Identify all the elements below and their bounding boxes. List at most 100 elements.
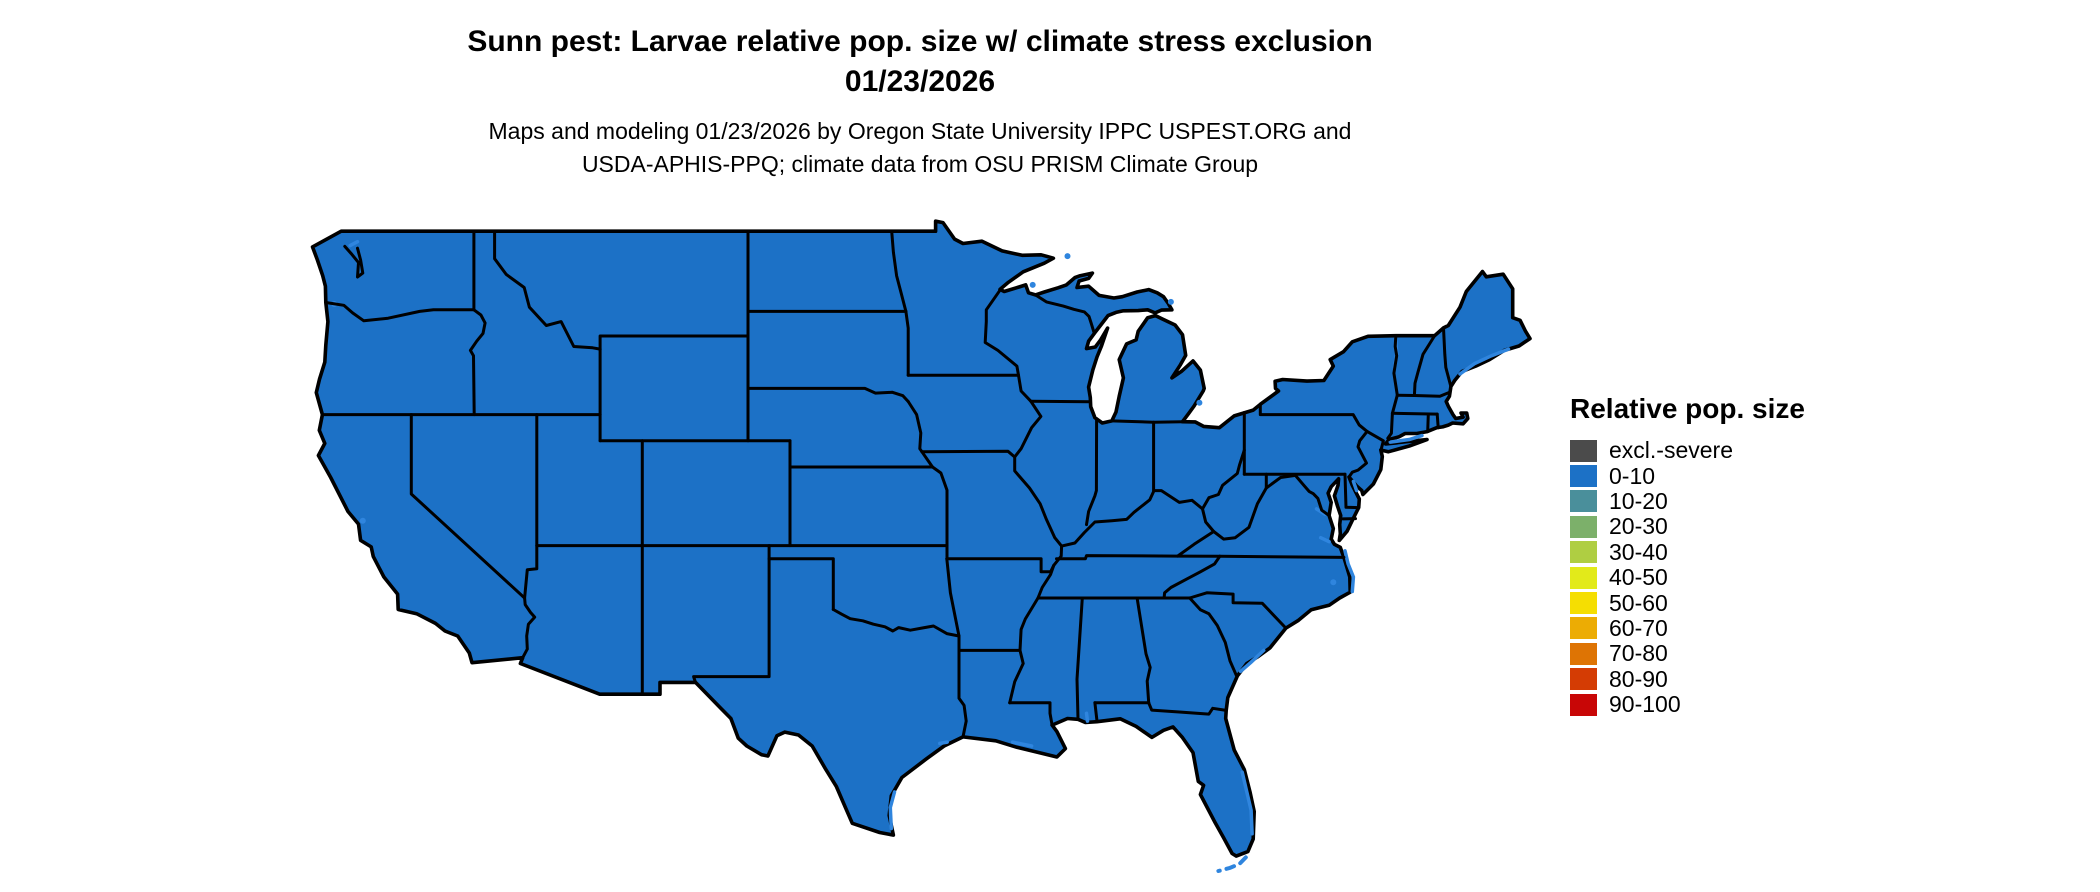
- legend-item: 80-90: [1570, 665, 1805, 692]
- state-border: [343, 244, 365, 279]
- legend-item-label: 80-90: [1609, 665, 1668, 692]
- legend-item-label: 30-40: [1609, 538, 1668, 565]
- state-border: [1442, 326, 1453, 389]
- legend-item-label: 20-30: [1609, 513, 1668, 540]
- legend-title: Relative pop. size: [1570, 393, 1805, 424]
- state-border: [920, 449, 1017, 459]
- state-border: [409, 413, 537, 660]
- state-border: [904, 309, 910, 377]
- state-border: [1085, 417, 1099, 527]
- state-border: [1426, 412, 1430, 434]
- state-border: [1188, 596, 1238, 677]
- legend: Relative pop. size excl.-severe 0-10 10-20…: [1570, 393, 1805, 717]
- legend-item-label: 40-50: [1609, 564, 1668, 591]
- water-dot: [359, 517, 366, 524]
- water-accent: [1388, 433, 1424, 444]
- state-border: [1347, 429, 1369, 479]
- legend-item: 70-80: [1570, 641, 1805, 666]
- state-border: [945, 557, 961, 638]
- water-accent: [1240, 770, 1254, 836]
- legend-item-label: 0-10: [1609, 462, 1656, 489]
- state-border: [1264, 472, 1331, 517]
- legend-item: 50-60: [1570, 590, 1805, 615]
- legend-item-label: 60-70: [1609, 614, 1668, 641]
- legend-item: excl.-severe: [1570, 438, 1805, 463]
- state-border: [1110, 419, 1184, 424]
- legend-item: 20-30: [1570, 514, 1805, 539]
- legend-item-label: 10-20: [1609, 487, 1668, 514]
- state-border: [1365, 429, 1385, 451]
- state-border: [493, 229, 602, 351]
- water-accent: [1238, 648, 1266, 674]
- state-border: [1075, 596, 1084, 721]
- legend-item: 10-20: [1570, 487, 1805, 514]
- legend-swatch: [1570, 592, 1597, 615]
- state-border: [945, 557, 1056, 574]
- water-accent: [1010, 740, 1034, 748]
- state-border: [598, 334, 750, 351]
- state-border: [1218, 554, 1346, 559]
- state-border: [1412, 334, 1437, 397]
- state-border: [468, 308, 487, 417]
- legend-item: 40-50: [1570, 565, 1805, 590]
- state-border: [957, 634, 968, 739]
- florida-keys-water: [1216, 855, 1248, 873]
- legend-swatch: [1570, 617, 1597, 640]
- state-border: [1188, 591, 1288, 630]
- state-border: [1162, 554, 1222, 600]
- state-border: [1258, 402, 1369, 433]
- header-block: Sunn pest: Larvae relative pop. size w/ …: [270, 22, 1570, 181]
- water-dot: [1167, 298, 1174, 305]
- state-border: [1135, 596, 1152, 705]
- water-dot: [1196, 399, 1203, 406]
- state-border: [1055, 554, 1222, 561]
- legend-swatch: [1570, 490, 1597, 513]
- state-border: [1395, 390, 1452, 398]
- water-accent: [1343, 549, 1356, 594]
- legend-item-label: 50-60: [1609, 589, 1668, 616]
- state-border: [1212, 486, 1268, 541]
- page-subtitle-line1: Maps and modeling 01/23/2026 by Oregon S…: [488, 118, 1352, 144]
- legend-item: 60-70: [1570, 614, 1805, 641]
- legend-item: 0-10: [1570, 463, 1805, 488]
- state-border: [746, 386, 910, 403]
- state-border: [1060, 448, 1246, 548]
- state-border: [906, 400, 949, 561]
- legend-swatch: [1570, 515, 1597, 538]
- water-accent: [938, 740, 949, 746]
- state-border: [1093, 701, 1099, 723]
- legend-swatch: [1570, 668, 1597, 691]
- legend-item: 90-100: [1570, 692, 1805, 717]
- state-border: [831, 608, 961, 638]
- state-border: [1008, 701, 1054, 727]
- state-border: [523, 413, 539, 600]
- legend-item-label: 70-80: [1609, 640, 1668, 667]
- water-accent: [888, 790, 897, 831]
- legend-items: excl.-severe 0-10 10-20 20-30 30-40 40-50 50-6…: [1570, 438, 1805, 717]
- page-subtitle: Maps and modeling 01/23/2026 by Oregon S…: [270, 115, 1570, 181]
- state-border: [1033, 293, 1096, 335]
- state-border: [890, 229, 908, 313]
- state-border: [1435, 412, 1440, 430]
- state-border: [324, 301, 476, 323]
- legend-swatch: [1570, 693, 1597, 716]
- water-dot: [1064, 253, 1071, 260]
- water-accent: [1351, 479, 1359, 493]
- legend-item-label: 90-100: [1609, 691, 1681, 718]
- water-dot: [1029, 281, 1036, 288]
- state-border: [1147, 701, 1228, 716]
- state-border: [1343, 472, 1361, 510]
- state-border: [983, 288, 1064, 705]
- page-title-line2: 01/23/2026: [844, 65, 996, 98]
- legend-item-label: excl.-severe: [1609, 437, 1733, 464]
- legend-swatch: [1570, 439, 1597, 462]
- state-border: [1029, 399, 1092, 404]
- water-accent: [1318, 535, 1331, 544]
- water-accent: [348, 239, 360, 248]
- legend-swatch: [1570, 465, 1597, 488]
- legend-swatch: [1570, 566, 1597, 589]
- page-subtitle-line2: USDA-APHIS-PPQ; climate data from OSU PR…: [581, 151, 1259, 177]
- page-title-line1: Sunn pest: Larvae relative pop. size w/ …: [467, 25, 1373, 58]
- us-land-outline: [310, 219, 1532, 858]
- water-accent: [1084, 711, 1090, 723]
